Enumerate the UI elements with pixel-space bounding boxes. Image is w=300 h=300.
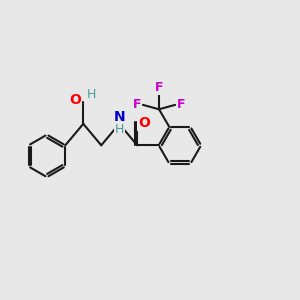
Text: H: H [87,88,96,101]
Text: F: F [177,98,185,111]
Text: N: N [113,110,125,124]
Text: O: O [69,93,81,107]
Text: F: F [133,98,141,111]
Text: O: O [138,116,150,130]
Text: F: F [155,81,163,94]
Text: H: H [115,123,124,136]
